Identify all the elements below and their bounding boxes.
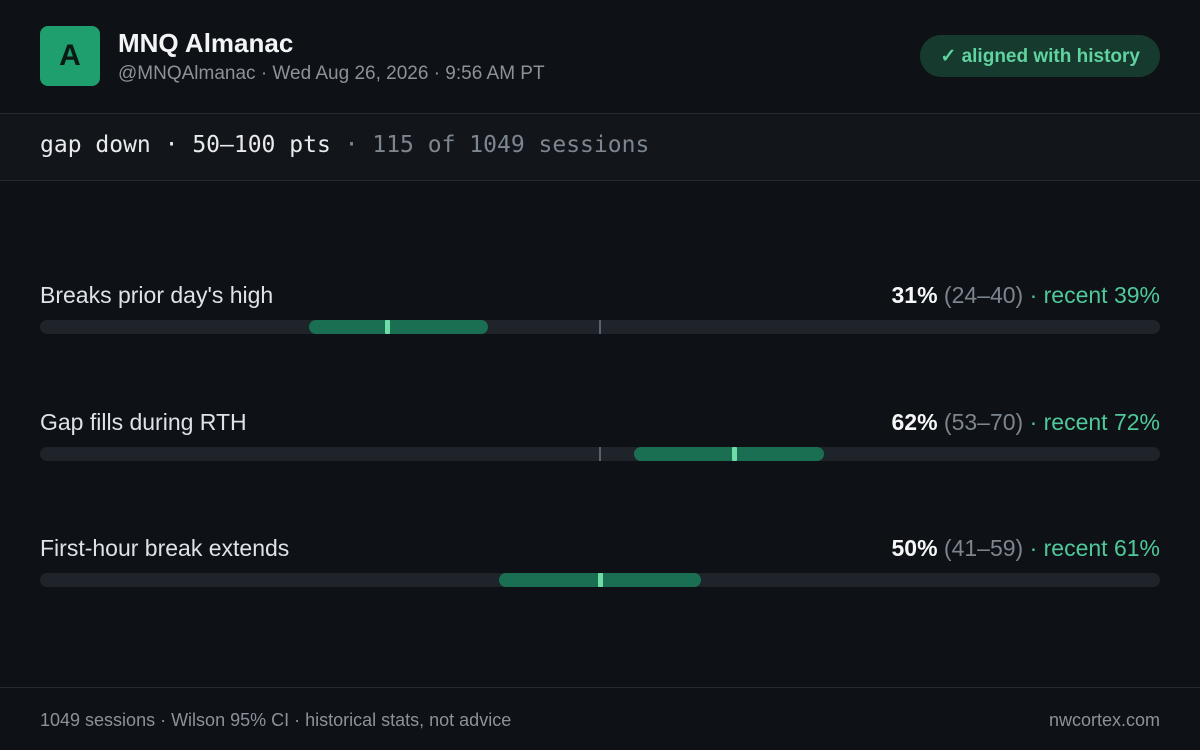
value-label: 50% xyxy=(891,535,938,561)
recent-label: · recent 61% xyxy=(1029,535,1160,561)
filter: gap down · 50–100 pts · 115 of 1049 sess… xyxy=(40,132,649,158)
footer-site: nwcortex.com xyxy=(1048,710,1160,730)
ci-bar xyxy=(633,446,824,461)
value-marker xyxy=(597,573,603,587)
reference-tick xyxy=(599,446,601,461)
row-label: First-hour break extends xyxy=(40,535,290,561)
recent-label: · recent 39% xyxy=(1029,282,1160,308)
title: MNQ Almanac xyxy=(118,28,294,58)
row-stat: 50% (41–59) · recent 61% xyxy=(891,535,1160,562)
track xyxy=(40,446,1160,461)
avatar: A xyxy=(40,26,100,86)
badge: ✓ aligned with history xyxy=(920,35,1160,77)
ci-label: (53–70) xyxy=(943,408,1024,435)
value-label: 31% xyxy=(891,282,938,308)
ci-label: (41–59) xyxy=(943,535,1024,561)
footer-note: 1049 sessions · Wilson 95% CI · historic… xyxy=(40,710,512,730)
filter-band xyxy=(0,113,1200,181)
setup: gap down · 50–100 pts xyxy=(40,132,331,158)
value-marker xyxy=(731,446,737,461)
value-marker xyxy=(384,320,390,334)
handle: @MNQAlmanac · Wed Aug 26, 2026 · 9:56 AM… xyxy=(118,63,545,84)
reference-tick xyxy=(599,320,601,334)
row-stat: 31% (24–40) · recent 39% xyxy=(891,282,1160,309)
ci-label: (24–40) xyxy=(943,282,1024,308)
divider xyxy=(0,687,1200,688)
sample: · 115 of 1049 sessions xyxy=(344,132,650,158)
value-label: 62% xyxy=(891,408,938,435)
row-label: Breaks prior day's high xyxy=(40,282,274,308)
row-label: Gap fills during RTH xyxy=(40,408,247,435)
track xyxy=(40,320,1160,334)
row-stat: 62% (53–70) · recent 72% xyxy=(891,409,1160,436)
recent-label: · recent 72% xyxy=(1029,408,1160,435)
ci-bar xyxy=(308,320,488,334)
track xyxy=(40,573,1160,587)
